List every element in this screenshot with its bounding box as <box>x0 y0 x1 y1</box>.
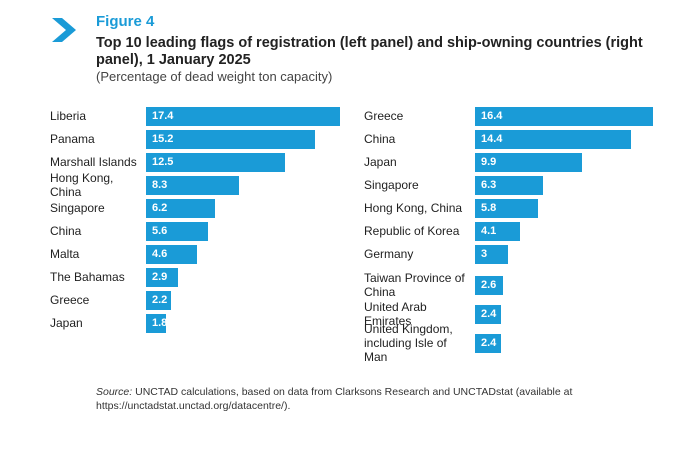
left-bar-value-label: 5.6 <box>152 225 168 237</box>
right-bar-value-label: 2.4 <box>481 308 497 320</box>
right-bar <box>475 245 508 264</box>
figure-label: Figure 4 <box>96 13 155 30</box>
source-prefix: Source: <box>96 386 133 398</box>
right-bar <box>475 153 583 172</box>
figure-subtitle: (Percentage of dead weight ton capacity) <box>96 69 333 84</box>
left-bar <box>146 314 167 333</box>
left-category-label: Malta <box>50 246 80 261</box>
right-bar-value-label: 3 <box>481 248 488 260</box>
right-bar-value-label: 9.9 <box>481 156 497 168</box>
right-bar-value-label: 2.6 <box>481 279 497 291</box>
left-bar <box>146 222 209 241</box>
left-category-label: Liberia <box>50 108 87 123</box>
left-bar <box>146 130 316 149</box>
figure-title: Top 10 leading flags of registration (le… <box>96 35 643 68</box>
left-bar <box>146 107 340 126</box>
left-bar <box>146 176 239 195</box>
source-note: Source: UNCTAD calculations, based on da… <box>96 385 616 413</box>
right-category-label: United Kingdom, including Isle of Man <box>364 321 453 364</box>
right-category-label: Germany <box>364 246 414 261</box>
left-bar-value-label: 2.2 <box>152 294 168 306</box>
left-category-label: Singapore <box>50 200 105 215</box>
right-category-label: Republic of Korea <box>364 223 460 238</box>
left-bar-value-label: 2.9 <box>152 271 168 283</box>
right-category-label: Greece <box>364 108 404 123</box>
left-bar <box>146 199 216 218</box>
left-bar <box>146 245 198 264</box>
right-bar <box>475 199 538 218</box>
left-bar <box>146 153 286 172</box>
left-bar <box>146 268 179 287</box>
right-bar <box>475 222 520 241</box>
right-bar <box>475 305 502 324</box>
left-bar-value-label: 6.2 <box>152 202 168 214</box>
left-bar-value-label: 12.5 <box>152 156 174 168</box>
right-bar <box>475 334 502 353</box>
left-category-label: Greece <box>50 292 90 307</box>
right-category-label: Taiwan Province of China <box>364 270 465 299</box>
right-category-label: China <box>364 131 396 146</box>
left-category-label: Marshall Islands <box>50 154 137 169</box>
left-category-label: The Bahamas <box>50 269 125 284</box>
left-bar-value-label: 4.6 <box>152 248 168 260</box>
left-bar-value-label: 15.2 <box>152 133 174 145</box>
right-category-label: Hong Kong, China <box>364 200 463 215</box>
right-bar-value-label: 14.4 <box>481 133 503 145</box>
right-bar-value-label: 6.3 <box>481 179 497 191</box>
right-bar-value-label: 16.4 <box>481 110 503 122</box>
right-bar <box>475 276 504 295</box>
right-bar-value-label: 4.1 <box>481 225 497 237</box>
source-text: UNCTAD calculations, based on data from … <box>96 386 573 412</box>
right-bar <box>475 176 544 195</box>
right-bar <box>475 130 632 149</box>
left-bar <box>146 291 171 310</box>
right-category-label: Japan <box>364 154 397 169</box>
right-category-label: Singapore <box>364 177 419 192</box>
left-category-label: China <box>50 223 82 238</box>
left-category-label: Hong Kong, China <box>50 170 114 199</box>
right-bar-value-label: 2.4 <box>481 337 497 349</box>
left-category-label: Panama <box>50 131 95 146</box>
left-bar-value-label: 1.8 <box>152 317 168 329</box>
right-bar <box>475 107 653 126</box>
left-bar-value-label: 17.4 <box>152 110 174 122</box>
left-category-label: Japan <box>50 315 83 330</box>
right-bar-value-label: 5.8 <box>481 202 497 214</box>
right-category-label: United Arab Emirates <box>364 299 427 328</box>
chevron-right-icon <box>52 18 76 42</box>
left-bar-value-label: 8.3 <box>152 179 168 191</box>
